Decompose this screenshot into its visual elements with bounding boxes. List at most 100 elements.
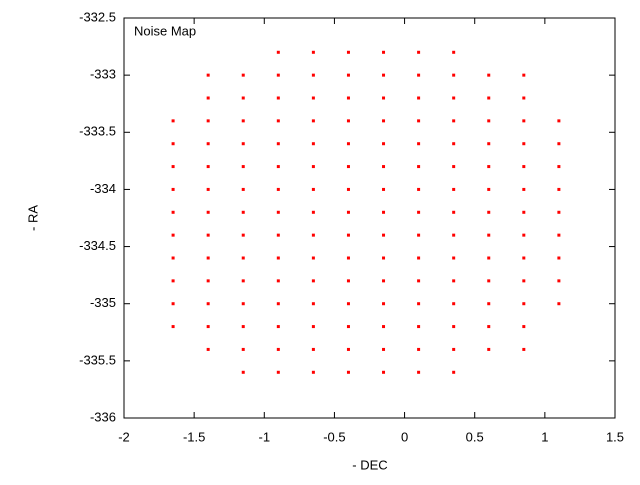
data-point bbox=[311, 73, 315, 77]
data-point bbox=[346, 210, 350, 214]
data-point bbox=[206, 233, 210, 237]
data-point bbox=[487, 142, 491, 146]
x-tick-label: 1 bbox=[541, 429, 548, 444]
data-point bbox=[452, 256, 456, 260]
data-point bbox=[487, 279, 491, 283]
data-point bbox=[417, 142, 421, 146]
data-point bbox=[206, 73, 210, 77]
x-tick-label: 0.5 bbox=[466, 429, 484, 444]
data-point bbox=[382, 279, 386, 283]
data-point bbox=[382, 233, 386, 237]
y-tick-label: -334.5 bbox=[79, 238, 116, 253]
data-point bbox=[206, 96, 210, 100]
data-point bbox=[311, 165, 315, 169]
data-point bbox=[382, 96, 386, 100]
data-point bbox=[452, 165, 456, 169]
data-point bbox=[522, 210, 526, 214]
data-point bbox=[276, 210, 280, 214]
data-point bbox=[346, 256, 350, 260]
data-point bbox=[522, 165, 526, 169]
data-point bbox=[522, 233, 526, 237]
data-point bbox=[487, 73, 491, 77]
data-point bbox=[452, 233, 456, 237]
x-tick-label: 0 bbox=[401, 429, 408, 444]
data-point bbox=[241, 325, 245, 329]
data-point bbox=[311, 256, 315, 260]
data-point bbox=[487, 187, 491, 191]
data-point bbox=[171, 233, 175, 237]
y-axis-label: - RA bbox=[25, 205, 40, 231]
data-point bbox=[276, 279, 280, 283]
data-point bbox=[276, 233, 280, 237]
data-point bbox=[171, 142, 175, 146]
x-tick-label: -0.5 bbox=[323, 429, 345, 444]
data-point bbox=[522, 96, 526, 100]
data-point bbox=[311, 210, 315, 214]
data-point bbox=[522, 325, 526, 329]
data-point bbox=[171, 210, 175, 214]
data-point bbox=[522, 279, 526, 283]
data-point bbox=[487, 165, 491, 169]
data-point bbox=[452, 142, 456, 146]
data-point bbox=[276, 50, 280, 54]
data-point bbox=[346, 370, 350, 374]
data-point bbox=[417, 96, 421, 100]
data-point bbox=[311, 302, 315, 306]
data-point bbox=[382, 347, 386, 351]
x-tick-label: -2 bbox=[118, 429, 130, 444]
data-point bbox=[276, 302, 280, 306]
data-point bbox=[241, 142, 245, 146]
data-point bbox=[346, 347, 350, 351]
data-point bbox=[557, 233, 561, 237]
data-point bbox=[417, 256, 421, 260]
data-point bbox=[382, 142, 386, 146]
data-point bbox=[382, 73, 386, 77]
data-point bbox=[382, 302, 386, 306]
data-point bbox=[311, 370, 315, 374]
data-point bbox=[452, 50, 456, 54]
data-point bbox=[382, 165, 386, 169]
data-point bbox=[417, 347, 421, 351]
data-point bbox=[206, 187, 210, 191]
data-point bbox=[346, 50, 350, 54]
data-point bbox=[417, 279, 421, 283]
data-point bbox=[452, 347, 456, 351]
data-point bbox=[487, 347, 491, 351]
data-point bbox=[241, 187, 245, 191]
data-point bbox=[382, 119, 386, 123]
y-tick-label: -335.5 bbox=[79, 352, 116, 367]
data-point bbox=[206, 302, 210, 306]
data-point bbox=[276, 119, 280, 123]
data-point bbox=[241, 210, 245, 214]
data-point bbox=[522, 256, 526, 260]
data-point bbox=[382, 187, 386, 191]
data-point bbox=[487, 233, 491, 237]
data-point bbox=[206, 119, 210, 123]
data-point bbox=[557, 302, 561, 306]
data-point bbox=[171, 279, 175, 283]
data-point bbox=[276, 370, 280, 374]
data-point bbox=[346, 302, 350, 306]
y-tick-label: -332.5 bbox=[79, 9, 116, 24]
data-point bbox=[171, 187, 175, 191]
data-point bbox=[311, 347, 315, 351]
data-point bbox=[417, 50, 421, 54]
data-point bbox=[241, 119, 245, 123]
data-point bbox=[276, 165, 280, 169]
x-tick-label: -1 bbox=[259, 429, 271, 444]
data-point bbox=[557, 119, 561, 123]
y-tick-label: -334 bbox=[90, 181, 116, 196]
data-point bbox=[171, 256, 175, 260]
data-point bbox=[346, 119, 350, 123]
x-tick-label: -1.5 bbox=[183, 429, 205, 444]
data-point bbox=[171, 302, 175, 306]
data-point bbox=[452, 279, 456, 283]
data-point bbox=[522, 119, 526, 123]
data-point bbox=[346, 187, 350, 191]
data-point bbox=[557, 142, 561, 146]
data-point bbox=[311, 50, 315, 54]
data-point bbox=[417, 325, 421, 329]
data-point bbox=[311, 325, 315, 329]
legend-label: Noise Map bbox=[134, 23, 196, 38]
